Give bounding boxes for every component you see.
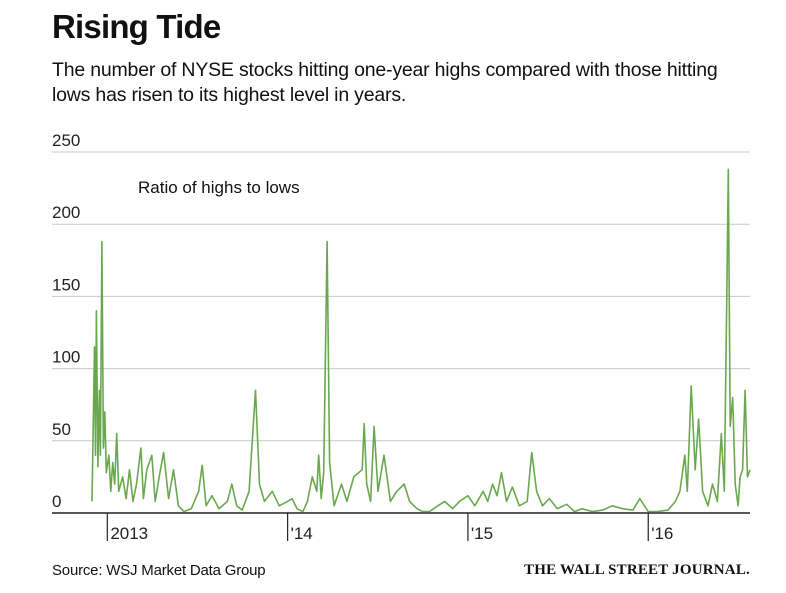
publisher-logo: THE WALL STREET JOURNAL. [524,562,750,578]
chart-title: Rising Tide [52,8,221,45]
x-tick-label: '14 [291,524,313,543]
y-axis-labels: 0 50 100 150 200 250 [52,131,80,511]
y-tick-label: 250 [52,131,80,150]
x-tick-label: 2013 [110,524,148,543]
series-group [91,168,751,513]
series-label: Ratio of highs to lows [138,178,300,197]
x-axis: 2013 '14 '15 '16 [106,513,673,543]
x-tick-label: '16 [651,524,673,543]
y-tick-label: 50 [52,420,71,439]
y-tick-label: 100 [52,348,80,367]
source-note: Source: WSJ Market Data Group [52,562,266,579]
x-tick-label: '15 [471,524,493,543]
y-tick-label: 200 [52,203,80,222]
gridlines [52,151,750,514]
chart-subtitle: The number of NYSE stocks hitting one-ye… [52,59,718,106]
y-tick-label: 0 [52,492,61,511]
y-tick-label: 150 [52,275,80,294]
series-line [91,168,751,513]
